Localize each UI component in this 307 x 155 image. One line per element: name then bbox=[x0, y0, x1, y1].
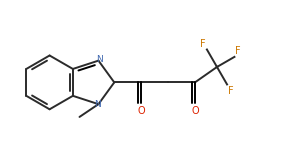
Text: F: F bbox=[235, 46, 241, 56]
Text: N: N bbox=[96, 55, 103, 64]
Text: O: O bbox=[191, 106, 199, 116]
Text: N: N bbox=[94, 100, 101, 109]
Text: F: F bbox=[228, 86, 234, 96]
Text: F: F bbox=[200, 39, 206, 49]
Text: O: O bbox=[137, 106, 145, 116]
